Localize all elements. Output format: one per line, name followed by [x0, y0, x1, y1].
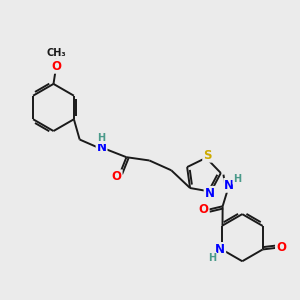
Text: H: H [233, 174, 242, 184]
Text: CH₃: CH₃ [46, 48, 66, 58]
Text: O: O [199, 203, 209, 216]
Text: S: S [203, 149, 212, 162]
Text: H: H [98, 133, 106, 143]
Text: N: N [224, 179, 234, 192]
Text: H: H [208, 253, 216, 262]
Text: O: O [51, 60, 61, 73]
Text: N: N [215, 243, 225, 256]
Text: N: N [97, 141, 106, 154]
Text: O: O [112, 170, 122, 183]
Text: O: O [276, 241, 286, 254]
Text: N: N [205, 187, 214, 200]
